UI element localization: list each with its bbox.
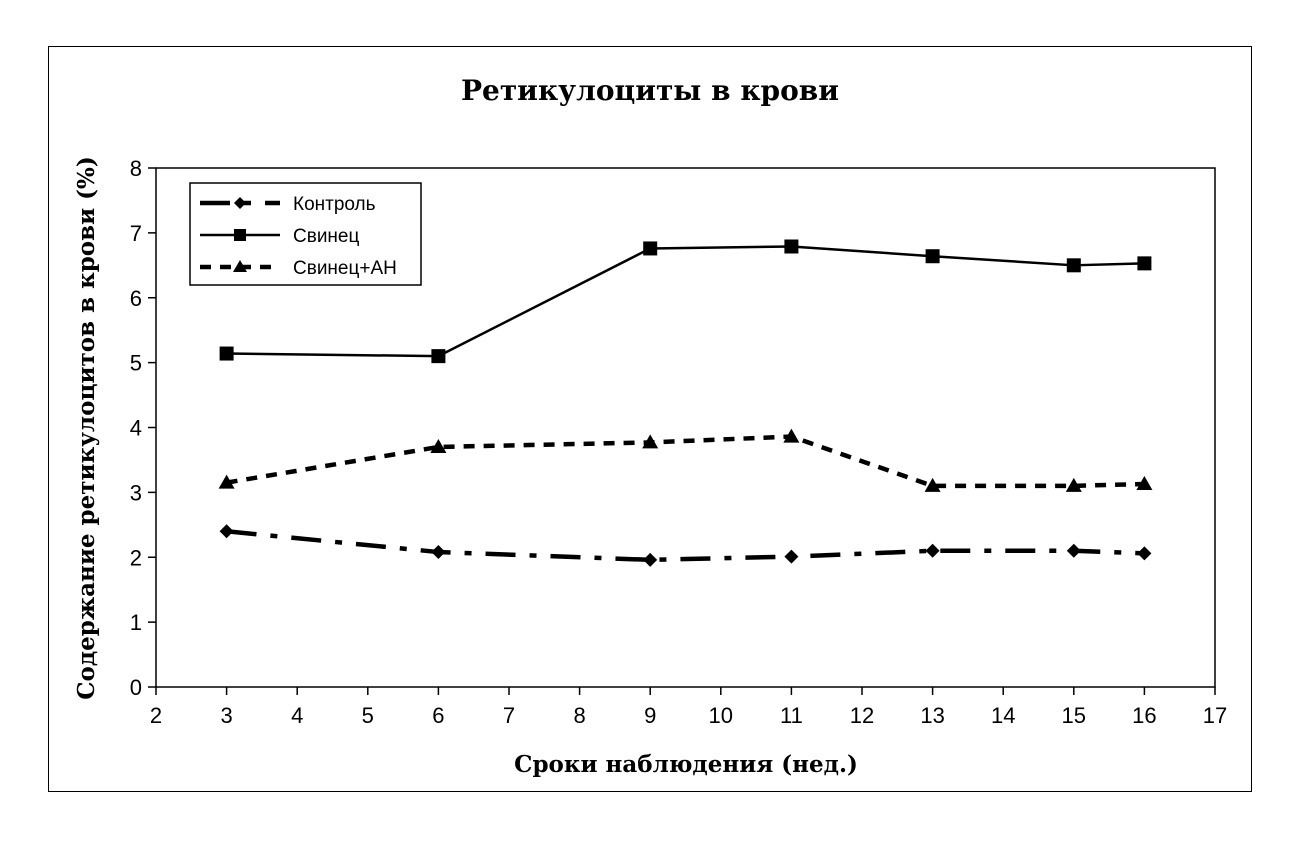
legend-marker-2 xyxy=(234,229,246,241)
data-point-1 xyxy=(1137,546,1152,561)
x-tick-label: 15 xyxy=(1062,703,1086,728)
y-tick-label: 0 xyxy=(130,675,142,700)
y-tick-label: 5 xyxy=(130,351,142,376)
x-tick-label: 11 xyxy=(780,703,803,728)
x-tick-label: 12 xyxy=(850,703,874,728)
data-point-1 xyxy=(431,545,446,560)
data-point-2 xyxy=(643,241,658,256)
y-tick-label: 2 xyxy=(130,545,142,570)
x-tick-label: 5 xyxy=(362,703,374,728)
data-point-3 xyxy=(1136,475,1153,490)
data-point-2 xyxy=(1137,256,1152,271)
legend-label-3: Свинец+АН xyxy=(293,258,397,279)
y-axis-title: Содержание ретикулоцитов в крови (%) xyxy=(73,156,100,700)
chart-frame xyxy=(48,46,1252,792)
legend-label-1: Контроль xyxy=(293,194,376,215)
x-tick-label: 2 xyxy=(150,703,162,728)
y-tick-label: 8 xyxy=(130,156,142,181)
data-point-1 xyxy=(1066,543,1081,558)
x-tick-label: 6 xyxy=(432,703,444,728)
x-axis-title: Сроки наблюдения (нед.) xyxy=(514,751,858,778)
chart-title: Ретикулоциты в крови xyxy=(461,74,839,107)
data-point-1 xyxy=(643,552,658,567)
x-tick-label: 3 xyxy=(220,703,232,728)
x-tick-label: 7 xyxy=(503,703,515,728)
data-point-1 xyxy=(784,549,799,564)
x-tick-label: 9 xyxy=(644,703,656,728)
legend: Контроль Свинец Свинец+АН xyxy=(189,182,422,286)
data-point-2 xyxy=(431,349,446,364)
x-tick-label: 10 xyxy=(709,703,733,728)
x-tick-label: 4 xyxy=(291,703,303,728)
data-point-2 xyxy=(925,249,940,264)
y-tick-label: 6 xyxy=(130,286,142,311)
data-point-2 xyxy=(784,239,799,254)
x-tick-label: 16 xyxy=(1132,703,1156,728)
y-tick-label: 1 xyxy=(130,610,142,635)
data-point-3 xyxy=(924,477,941,492)
x-tick-label: 14 xyxy=(991,703,1015,728)
data-point-2 xyxy=(1066,258,1081,273)
x-tick-label: 17 xyxy=(1203,703,1227,728)
data-point-3 xyxy=(430,438,447,453)
data-point-3 xyxy=(642,434,659,449)
data-point-1 xyxy=(925,543,940,558)
series-line-1 xyxy=(226,529,1145,563)
legend-label-2: Свинец xyxy=(293,226,359,247)
data-point-1 xyxy=(219,524,234,539)
x-tick-label: 13 xyxy=(920,703,944,728)
data-point-2 xyxy=(219,346,234,361)
x-tick-label: 8 xyxy=(573,703,585,728)
data-point-3 xyxy=(1065,477,1082,492)
legend-marker-1 xyxy=(234,197,246,209)
legend-marker-3 xyxy=(233,260,247,272)
y-tick-label: 3 xyxy=(130,480,142,505)
y-tick-label: 4 xyxy=(130,416,142,441)
series-line-3 xyxy=(226,434,1145,489)
y-tick-label: 7 xyxy=(130,221,142,246)
data-point-3 xyxy=(783,428,800,443)
data-point-3 xyxy=(218,474,235,489)
